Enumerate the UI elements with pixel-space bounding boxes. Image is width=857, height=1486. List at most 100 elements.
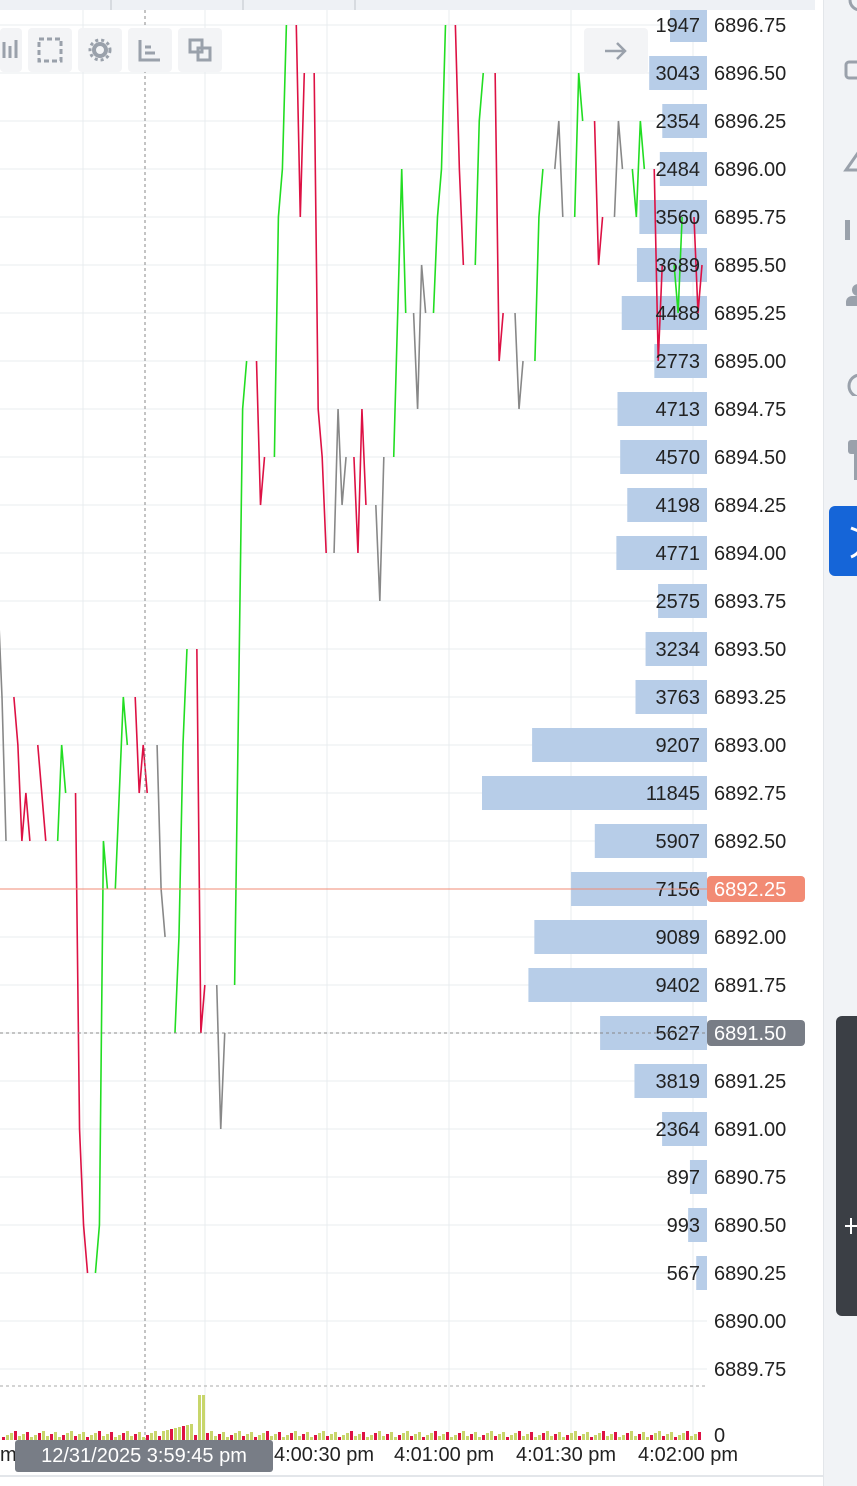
volume-bar: [694, 1434, 697, 1440]
volume-profile-bar: [649, 56, 707, 90]
layout-icon[interactable]: [178, 28, 222, 72]
volume-bar: [274, 1434, 277, 1440]
volume-bar: [190, 1424, 193, 1440]
volume-bar: [122, 1433, 125, 1440]
volume-bar: [534, 1437, 537, 1440]
person-icon[interactable]: [842, 282, 857, 306]
volume-bar: [422, 1437, 425, 1440]
volume-profile-bar: [600, 1016, 707, 1050]
volume-bar: [222, 1432, 225, 1440]
volume-profile-label: 897: [667, 1167, 700, 1189]
price-axis-label: 6894.25: [714, 495, 786, 517]
volume-profile-bar: [627, 488, 707, 522]
volume-bar: [374, 1433, 377, 1440]
circle-icon[interactable]: [842, 372, 857, 396]
volume-bar: [602, 1431, 605, 1440]
price-axis-label: 6889.75: [714, 1359, 786, 1381]
volume-bar: [546, 1431, 549, 1440]
volume-bar: [666, 1434, 669, 1440]
plus-icon[interactable]: [843, 1216, 857, 1236]
top-strip-segment: [0, 0, 112, 10]
volume-bar: [294, 1431, 297, 1440]
shield-icon[interactable]: [829, 506, 857, 576]
volume-profile-bar: [696, 1256, 707, 1290]
volume-bar: [178, 1427, 181, 1440]
price-segment: [375, 456, 385, 602]
volume-bar: [110, 1432, 113, 1440]
volume-bar: [10, 1433, 13, 1440]
volume-bar: [334, 1432, 337, 1440]
small-marker-icon: [842, 218, 852, 242]
price-segment: [631, 120, 646, 218]
volume-profile-label: 4570: [656, 447, 701, 469]
volume-bar: [662, 1436, 665, 1440]
message-icon[interactable]: [842, 60, 857, 84]
volume-bar: [450, 1437, 453, 1440]
volume-bar: [250, 1432, 253, 1440]
volume-bar: [650, 1435, 653, 1440]
price-axis-label: 6896.50: [714, 63, 786, 85]
volume-bar: [462, 1431, 465, 1440]
volume-bar: [626, 1433, 629, 1440]
volume-bar: [86, 1437, 89, 1440]
volume-bar: [382, 1436, 385, 1440]
volume-bar: [434, 1431, 437, 1440]
volume-bar: [654, 1433, 657, 1440]
volume-profile-label: 3560: [656, 207, 701, 229]
volume-bar: [278, 1432, 281, 1440]
volume-bar: [46, 1436, 49, 1440]
price-axis-label: 6891.75: [714, 975, 786, 997]
price-segment: [255, 360, 266, 506]
volume-bar: [358, 1434, 361, 1440]
volume-profile-label: 4488: [656, 303, 701, 325]
volume-bar: [34, 1435, 37, 1440]
price-segment: [573, 72, 584, 218]
volume-bar: [674, 1437, 677, 1440]
crosshair-price-badge: [707, 1020, 805, 1046]
indicators-icon[interactable]: [128, 28, 172, 72]
volume-profile-label: 2575: [656, 591, 701, 613]
volume-profile-bar: [621, 296, 707, 330]
price-segment: [295, 24, 306, 218]
price-segment: [474, 72, 485, 266]
volume-profile-bar: [659, 152, 707, 186]
volume-bar: [698, 1432, 701, 1440]
volume-axis-label: 0: [714, 1425, 725, 1447]
price-segment: [114, 696, 129, 890]
volume-profile-label: 2364: [656, 1119, 701, 1141]
volume-profile-label: 4771: [656, 543, 701, 565]
top-strip-segment: [244, 0, 356, 10]
arrow-right-icon[interactable]: [584, 28, 648, 74]
volume-bar: [182, 1426, 185, 1440]
clock-icon[interactable]: [842, 0, 857, 16]
volume-bar: [338, 1437, 341, 1440]
right-sidebar: [823, 0, 857, 1486]
settings-icon[interactable]: [78, 28, 122, 72]
select-region-icon[interactable]: [28, 28, 72, 72]
chart-type-icon[interactable]: [0, 28, 22, 72]
volume-bar: [458, 1433, 461, 1440]
price-segment: [432, 24, 447, 314]
price-axis-label: 6890.75: [714, 1167, 786, 1189]
volume-bar: [150, 1433, 153, 1440]
alert-icon[interactable]: [842, 148, 857, 172]
price-segment: [174, 648, 188, 1034]
volume-bar: [346, 1433, 349, 1440]
volume-bar: [690, 1436, 693, 1440]
volume-bar: [630, 1431, 633, 1440]
price-axis-label: 6896.25: [714, 111, 786, 133]
price-axis-label: 6890.25: [714, 1263, 786, 1285]
volume-bar: [538, 1435, 541, 1440]
price-axis-label: 6892.75: [714, 783, 786, 805]
price-axis-label: 6894.50: [714, 447, 786, 469]
volume-bar: [242, 1436, 245, 1440]
volume-bar: [58, 1437, 61, 1440]
volume-bar: [366, 1437, 369, 1440]
volume-bar: [62, 1435, 65, 1440]
volume-bar: [214, 1436, 217, 1440]
volume-bar: [74, 1436, 77, 1440]
gift-icon[interactable]: [842, 440, 857, 484]
bottom-panel[interactable]: [836, 1016, 857, 1316]
volume-bar: [330, 1434, 333, 1440]
